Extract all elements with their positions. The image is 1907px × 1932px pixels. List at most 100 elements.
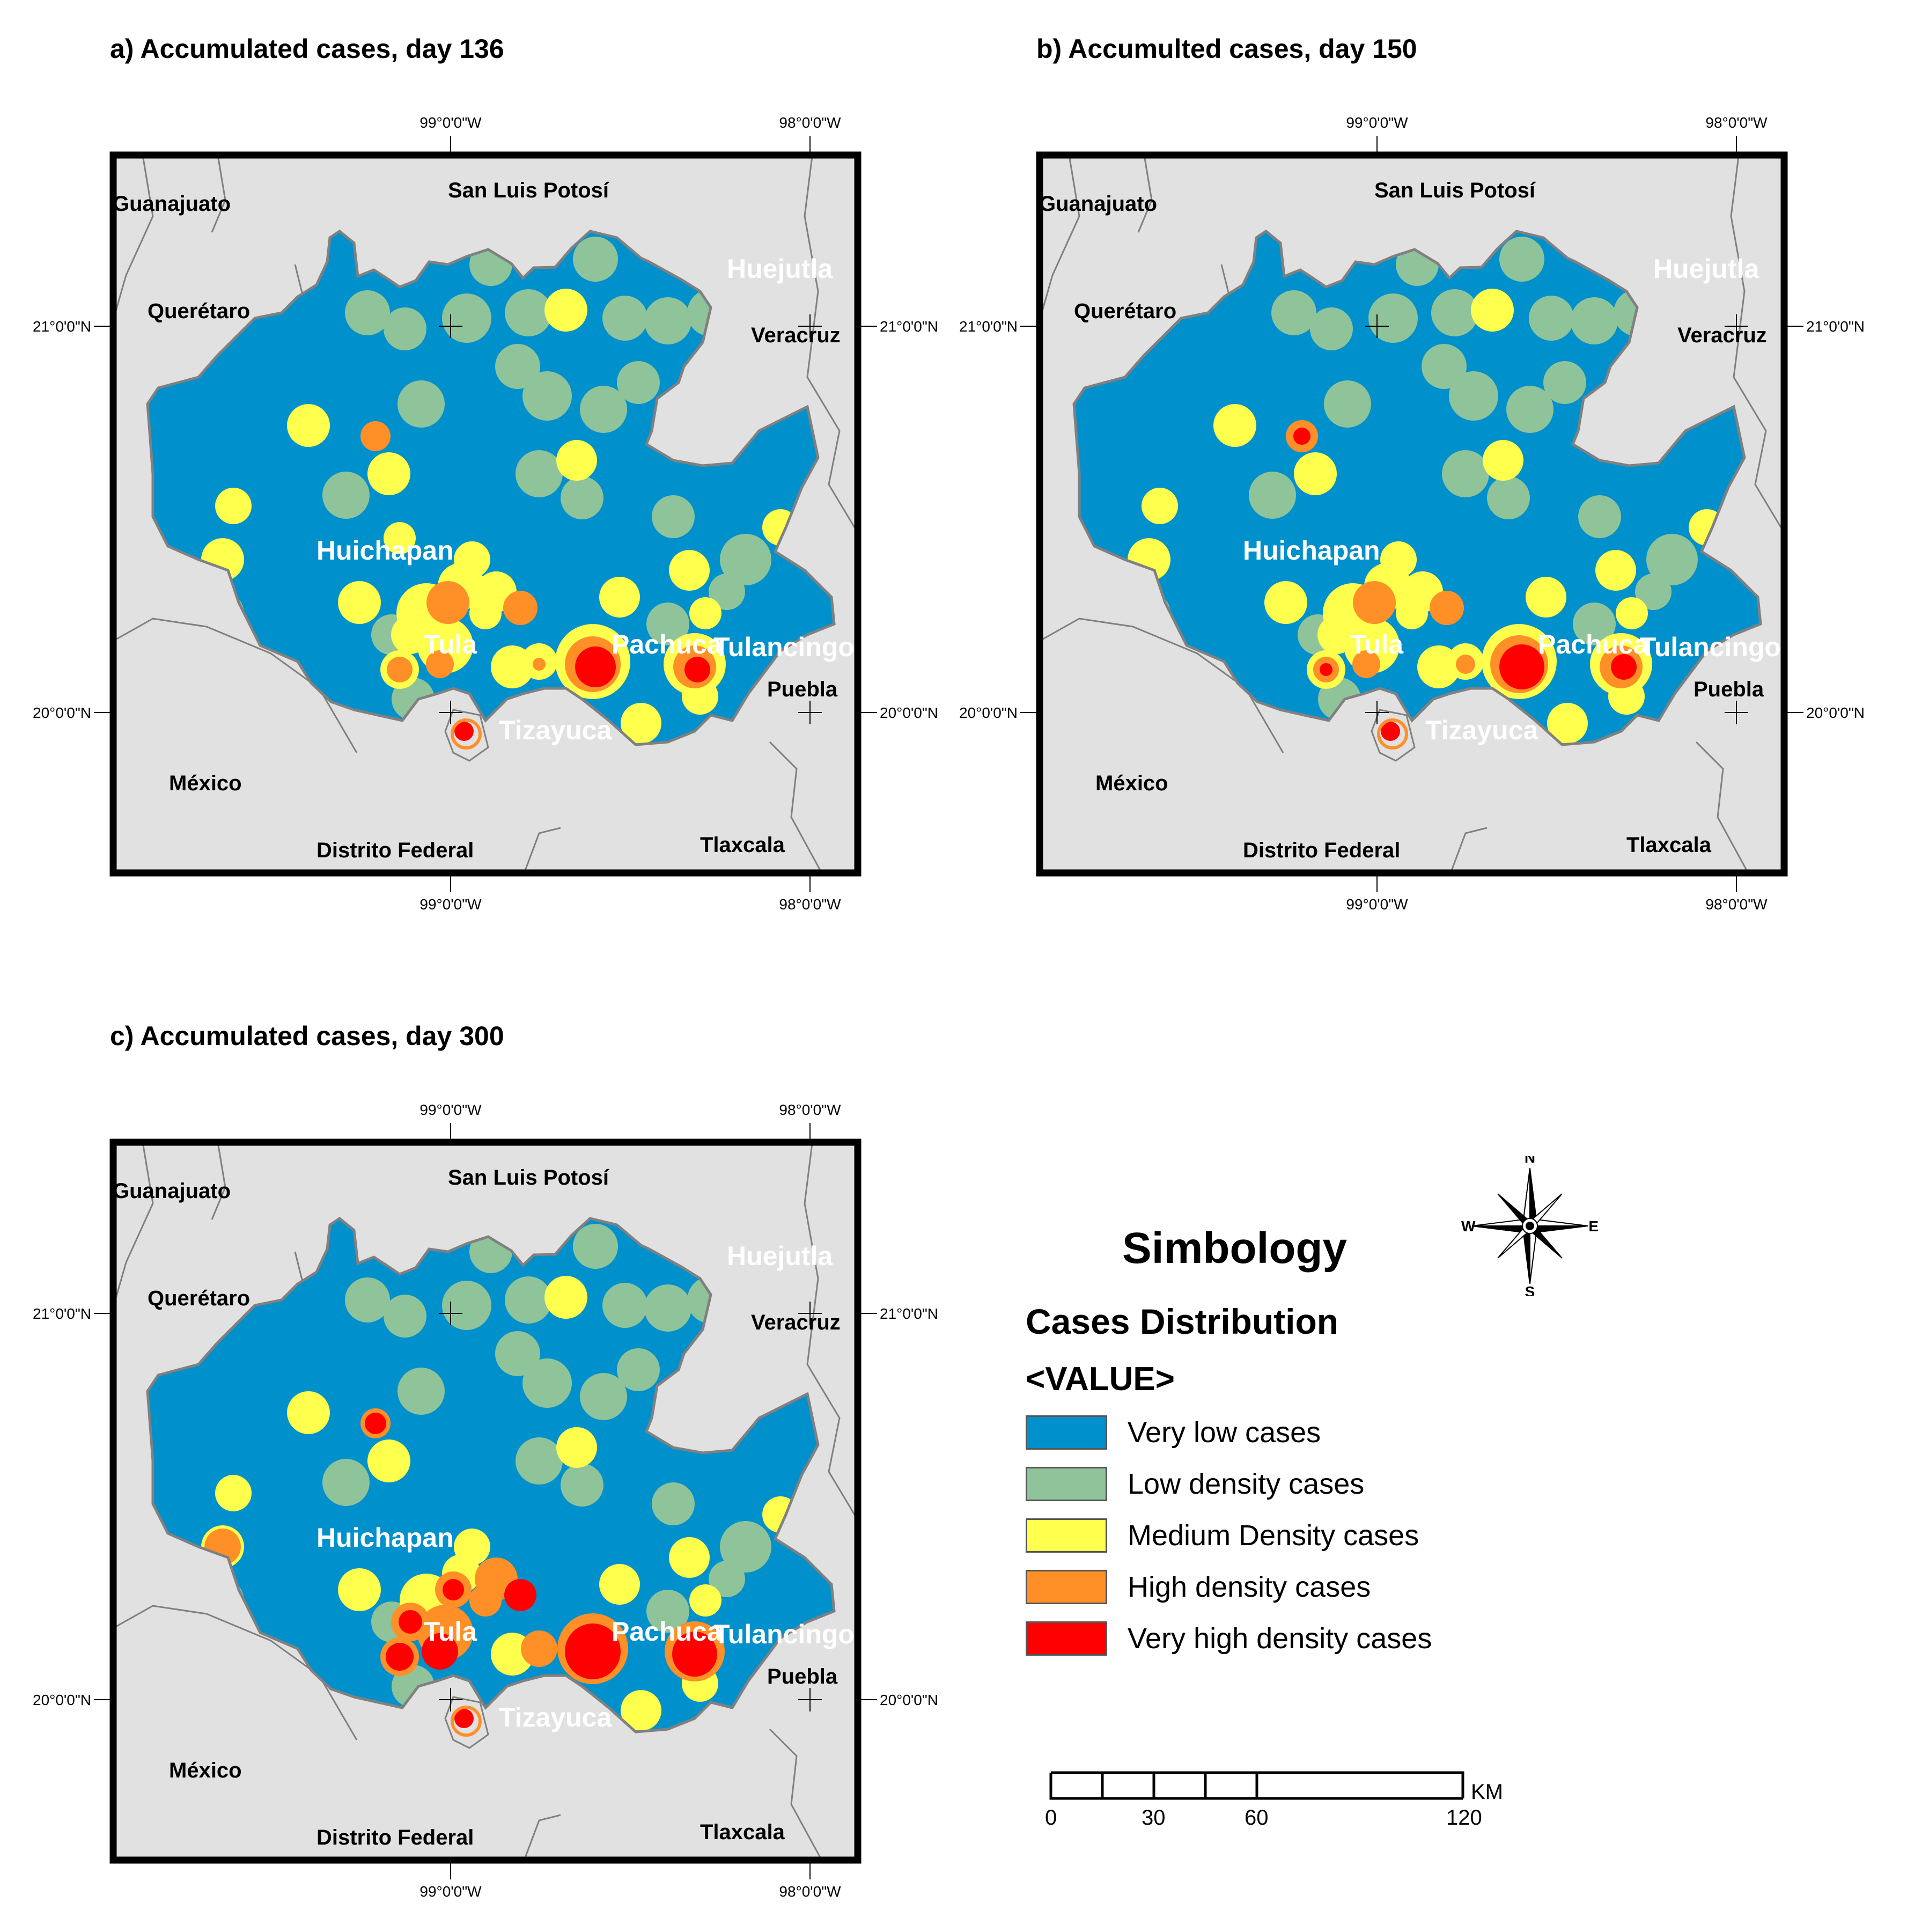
lon-label-bottom: 99°0'0"W	[1346, 896, 1408, 913]
hotspot-1	[505, 1276, 552, 1324]
hotspot-1	[646, 1590, 689, 1633]
lon-label-top: 98°0'0"W	[779, 114, 841, 131]
neighbour-border-3	[1036, 618, 1284, 753]
hotspot-3	[1377, 718, 1408, 750]
neighbour-border-5	[1695, 741, 1751, 876]
hotspot-2	[1471, 289, 1514, 332]
lon-label-top: 98°0'0"W	[1705, 114, 1768, 131]
hotspot-2	[689, 597, 721, 629]
legend-swatch-very-low	[1026, 1415, 1107, 1450]
hotspot-3	[1352, 650, 1380, 678]
hotspot-1	[442, 293, 491, 343]
scale-unit: KM	[1471, 1780, 1503, 1804]
panel-c-title: c) Accumulated cases, day 300	[110, 1021, 504, 1051]
lon-label-bottom: 98°0'0"W	[779, 1883, 841, 1900]
map-body	[110, 152, 861, 876]
hotspot-1	[1249, 472, 1296, 519]
neighbour-border-0	[114, 1139, 154, 1301]
hotspot-1	[495, 1331, 540, 1376]
hotspot-2	[621, 703, 661, 744]
hotspot-1	[709, 574, 745, 610]
legend-label-low: Low density cases	[1128, 1468, 1365, 1500]
legend-swatch-high	[1026, 1570, 1107, 1604]
hotspot-1	[1571, 297, 1618, 344]
lat-label-right: 20°0'0"N	[880, 704, 938, 721]
hotspot-1	[709, 1561, 745, 1597]
hotspot-2	[599, 1564, 640, 1605]
hotspot-4	[454, 1709, 474, 1728]
hotspot-1	[561, 1464, 603, 1507]
hotspot-2	[469, 597, 502, 629]
region-label-veracruz: Veracruz	[1677, 324, 1767, 347]
hotspot-1	[1431, 289, 1478, 336]
region-label-veracruz: Veracruz	[751, 1311, 841, 1334]
neighbour-border-5	[769, 741, 824, 876]
hotspot-2	[1616, 597, 1648, 629]
hotspot-2	[367, 452, 410, 495]
hotspot-3	[1353, 581, 1396, 624]
region-label-tlaxcala: Tlaxcala	[700, 833, 785, 857]
hotspot-layer	[1128, 237, 1725, 745]
hotspot-1	[1442, 450, 1489, 497]
lat-label-left: 21°0'0"N	[959, 318, 1018, 335]
hotspot-1	[561, 476, 603, 519]
region-label-guanajuato: Guanajuato	[113, 192, 231, 216]
neighbour-border-4	[1730, 152, 1787, 539]
map-frame	[109, 151, 862, 877]
lon-label-top: 99°0'0"W	[419, 114, 482, 131]
legend-label-medium: Medium Density cases	[1128, 1519, 1419, 1552]
neighbour-border-3	[110, 618, 358, 753]
hotspot-2	[556, 440, 597, 481]
lat-label-right: 21°0'0"N	[1806, 318, 1865, 335]
hotspot-2	[544, 1276, 587, 1319]
region-label-tlaxcala: Tlaxcala	[1626, 833, 1712, 857]
scale-tick-120: 120	[1446, 1806, 1482, 1830]
hotspot-1	[617, 361, 660, 404]
lon-label-bottom: 98°0'0"W	[1705, 896, 1768, 913]
hotspot-2	[669, 550, 710, 591]
scale-tick-30: 30	[1142, 1806, 1166, 1830]
hotspot-2	[544, 289, 587, 332]
map-body	[110, 1139, 861, 1863]
hotspot-4	[1499, 644, 1544, 689]
lon-label-bottom: 99°0'0"W	[419, 1883, 482, 1900]
hotspot-1	[1529, 296, 1574, 341]
city-label-tula: Tula	[424, 629, 477, 659]
neighbour-border-6	[1448, 827, 1488, 876]
hotspot-2	[1595, 550, 1636, 591]
city-label-tizayuca: Tizayuca	[499, 1702, 612, 1732]
neighbour-border-6	[522, 827, 561, 876]
hotspot-2	[621, 1690, 661, 1731]
hotspot-1	[1422, 344, 1467, 389]
legend-label-very-low: Very low cases	[1128, 1416, 1321, 1449]
legend-swatch-medium	[1026, 1518, 1107, 1553]
lat-label-left: 20°0'0"N	[33, 1692, 91, 1708]
city-label-pachuca: Pachuca	[612, 1617, 723, 1647]
hotspot-4	[365, 1413, 386, 1434]
city-label-huejutla: Huejutla	[1653, 254, 1759, 284]
hotspot-1	[495, 344, 540, 389]
hotspot-2	[367, 1439, 410, 1482]
neighbour-border-2	[294, 1251, 304, 1284]
hotspot-1	[644, 1284, 691, 1332]
lat-label-left: 20°0'0"N	[959, 704, 1018, 721]
lat-label-left: 21°0'0"N	[33, 318, 91, 335]
hotspot-1	[602, 296, 647, 341]
panel-b-title: b) Accumulted cases, day 150	[1036, 34, 1417, 64]
hotspot-3	[360, 421, 391, 451]
hotspot-4	[443, 1579, 464, 1600]
city-label-huichapan: Huichapan	[316, 535, 454, 565]
region-label-tlaxcala: Tlaxcala	[700, 1820, 785, 1844]
hotspot-3	[503, 591, 538, 625]
hotspot-3	[1456, 655, 1475, 674]
hotspot-1	[1487, 476, 1530, 519]
state-outline	[1072, 229, 1762, 746]
region-label-queretaro: Querétaro	[148, 299, 250, 323]
compass-e-label: E	[1588, 1218, 1599, 1235]
hotspot-1	[646, 603, 689, 645]
hotspot-1	[322, 1459, 370, 1506]
city-label-pachuca: Pachuca	[612, 629, 723, 659]
hotspot-1	[1449, 371, 1498, 421]
city-label-pachuca: Pachuca	[1538, 629, 1649, 659]
hotspot-2	[1142, 488, 1178, 524]
